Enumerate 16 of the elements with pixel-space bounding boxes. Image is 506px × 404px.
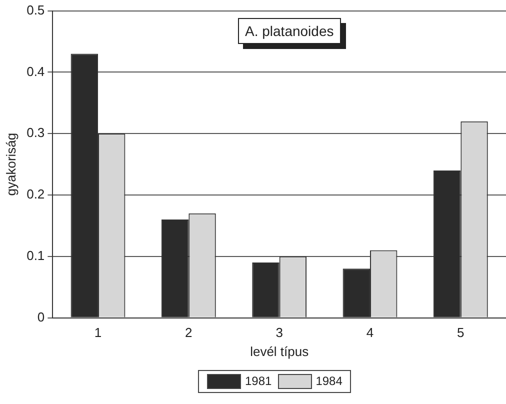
y-tick-label: 0 [37, 309, 45, 324]
x-tick-label: 4 [366, 325, 374, 340]
y-tick-label: 0.5 [26, 2, 45, 18]
y-tick-label: 0.2 [26, 186, 45, 202]
legend-label: 1984 [314, 374, 342, 390]
x-tick-label: 3 [276, 325, 283, 340]
y-tick-label: 0.1 [26, 248, 45, 263]
y-tick-label: 0.3 [26, 125, 45, 140]
x-tick-label: 5 [457, 325, 464, 340]
x-axis-title: levél típus [250, 344, 310, 359]
y-tick-label: 0.4 [26, 64, 45, 79]
x-tick-label: 1 [94, 325, 102, 340]
y-axis-title: gyakoriság [3, 132, 18, 196]
x-tick-label: 2 [185, 325, 192, 340]
legend-label: 1981 [244, 374, 272, 390]
text: A. platanoides [238, 18, 341, 44]
